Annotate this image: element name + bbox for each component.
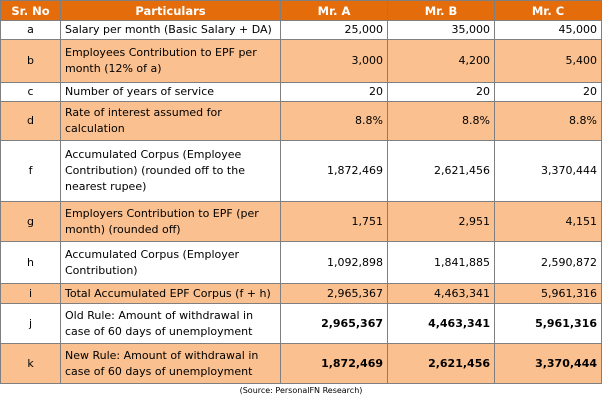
- header-mr-b: Mr. B: [387, 0, 495, 21]
- table-row: f Accumulated Corpus (Employee Contribut…: [0, 140, 602, 202]
- row-particular: Employees Contribution to EPF per month …: [60, 39, 281, 83]
- header-particulars: Particulars: [60, 0, 281, 21]
- row-value-c: 8.8%: [494, 101, 602, 141]
- row-value-a: 2,965,367: [280, 283, 388, 304]
- header-row: Sr. No Particulars Mr. A Mr. B Mr. C: [0, 0, 602, 21]
- row-value-b: 4,463,341: [387, 303, 495, 344]
- row-sr: i: [0, 283, 61, 304]
- row-particular: Total Accumulated EPF Corpus (f + h): [60, 283, 281, 304]
- table-row: g Employers Contribution to EPF (per mon…: [0, 201, 602, 242]
- row-sr: h: [0, 241, 61, 284]
- row-value-b: 35,000: [387, 20, 495, 40]
- table-row: h Accumulated Corpus (Employer Contribut…: [0, 241, 602, 284]
- row-particular: Employers Contribution to EPF (per month…: [60, 201, 281, 242]
- row-particular: Rate of interest assumed for calculation: [60, 101, 281, 141]
- row-value-c: 20: [494, 82, 602, 102]
- row-sr: d: [0, 101, 61, 141]
- row-value-c: 5,961,316: [494, 303, 602, 344]
- table-row: c Number of years of service 20 20 20: [0, 82, 602, 102]
- row-sr: k: [0, 343, 61, 384]
- row-value-a: 8.8%: [280, 101, 388, 141]
- row-value-b: 4,463,341: [387, 283, 495, 304]
- row-value-a: 25,000: [280, 20, 388, 40]
- row-particular: Salary per month (Basic Salary + DA): [60, 20, 281, 40]
- row-sr: c: [0, 82, 61, 102]
- row-value-b: 2,621,456: [387, 140, 495, 202]
- row-value-a: 1,872,469: [280, 343, 388, 384]
- row-value-c: 5,400: [494, 39, 602, 83]
- source-row: (Source: PersonalFN Research): [1, 384, 602, 398]
- table-row: d Rate of interest assumed for calculati…: [0, 101, 602, 141]
- row-particular: New Rule: Amount of withdrawal in case o…: [60, 343, 281, 384]
- row-sr: b: [0, 39, 61, 83]
- row-value-a: 2,965,367: [280, 303, 388, 344]
- table-row: b Employees Contribution to EPF per mont…: [0, 39, 602, 83]
- header-mr-c: Mr. C: [494, 0, 602, 21]
- row-particular: Old Rule: Amount of withdrawal in case o…: [60, 303, 281, 344]
- row-particular: Number of years of service: [60, 82, 281, 102]
- row-sr: g: [0, 201, 61, 242]
- row-value-a: 1,092,898: [280, 241, 388, 284]
- table-row: i Total Accumulated EPF Corpus (f + h) 2…: [0, 283, 602, 304]
- row-sr: f: [0, 140, 61, 202]
- header-sr-no: Sr. No: [0, 0, 61, 21]
- header-mr-a: Mr. A: [280, 0, 388, 21]
- row-value-b: 1,841,885: [387, 241, 495, 284]
- row-value-c: 2,590,872: [494, 241, 602, 284]
- row-value-a: 1,872,469: [280, 140, 388, 202]
- row-value-c: 5,961,316: [494, 283, 602, 304]
- table-row: j Old Rule: Amount of withdrawal in case…: [0, 303, 602, 344]
- row-value-b: 8.8%: [387, 101, 495, 141]
- row-value-c: 45,000: [494, 20, 602, 40]
- row-value-b: 2,621,456: [387, 343, 495, 384]
- row-sr: j: [0, 303, 61, 344]
- row-sr: a: [0, 20, 61, 40]
- row-value-b: 2,951: [387, 201, 495, 242]
- row-value-a: 20: [280, 82, 388, 102]
- row-value-c: 3,370,444: [494, 343, 602, 384]
- table-row: a Salary per month (Basic Salary + DA) 2…: [0, 20, 602, 40]
- row-value-c: 4,151: [494, 201, 602, 242]
- table-row: k New Rule: Amount of withdrawal in case…: [0, 343, 602, 384]
- row-value-b: 20: [387, 82, 495, 102]
- row-particular: Accumulated Corpus (Employee Contributio…: [60, 140, 281, 202]
- row-value-c: 3,370,444: [494, 140, 602, 202]
- row-value-b: 4,200: [387, 39, 495, 83]
- source-note: (Source: PersonalFN Research): [239, 386, 363, 395]
- row-value-a: 1,751: [280, 201, 388, 242]
- row-particular: Accumulated Corpus (Employer Contributio…: [60, 241, 281, 284]
- row-value-a: 3,000: [280, 39, 388, 83]
